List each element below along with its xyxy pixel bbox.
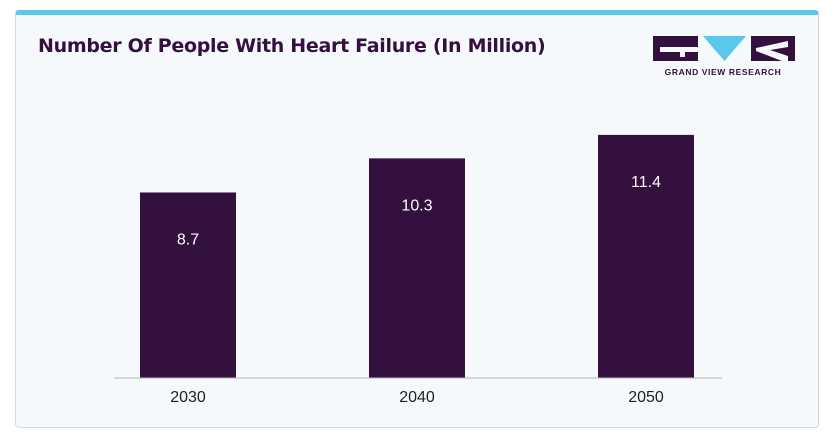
logo-text: GRAND VIEW RESEARCH bbox=[664, 67, 782, 77]
grand-view-research-logo: GRAND VIEW RESEARCH bbox=[648, 34, 798, 82]
bar-2050 bbox=[598, 134, 694, 378]
x-tick-label-2030: 2030 bbox=[170, 389, 206, 406]
x-tick-label-2050: 2050 bbox=[628, 389, 664, 406]
bar-2040 bbox=[369, 158, 465, 378]
bars-group bbox=[140, 134, 694, 378]
x-tick-label-2040: 2040 bbox=[399, 389, 435, 406]
labels-group: 8.7 2030 10.3 2040 11.4 2050 bbox=[170, 174, 664, 406]
bar-2030 bbox=[140, 192, 236, 378]
data-label-2040: 10.3 bbox=[401, 197, 432, 214]
chart-title: Number Of People With Heart Failure (In … bbox=[38, 35, 546, 57]
data-label-2050: 11.4 bbox=[631, 174, 661, 191]
data-label-2030: 8.7 bbox=[177, 231, 199, 248]
logo-mark-icon bbox=[653, 36, 795, 61]
